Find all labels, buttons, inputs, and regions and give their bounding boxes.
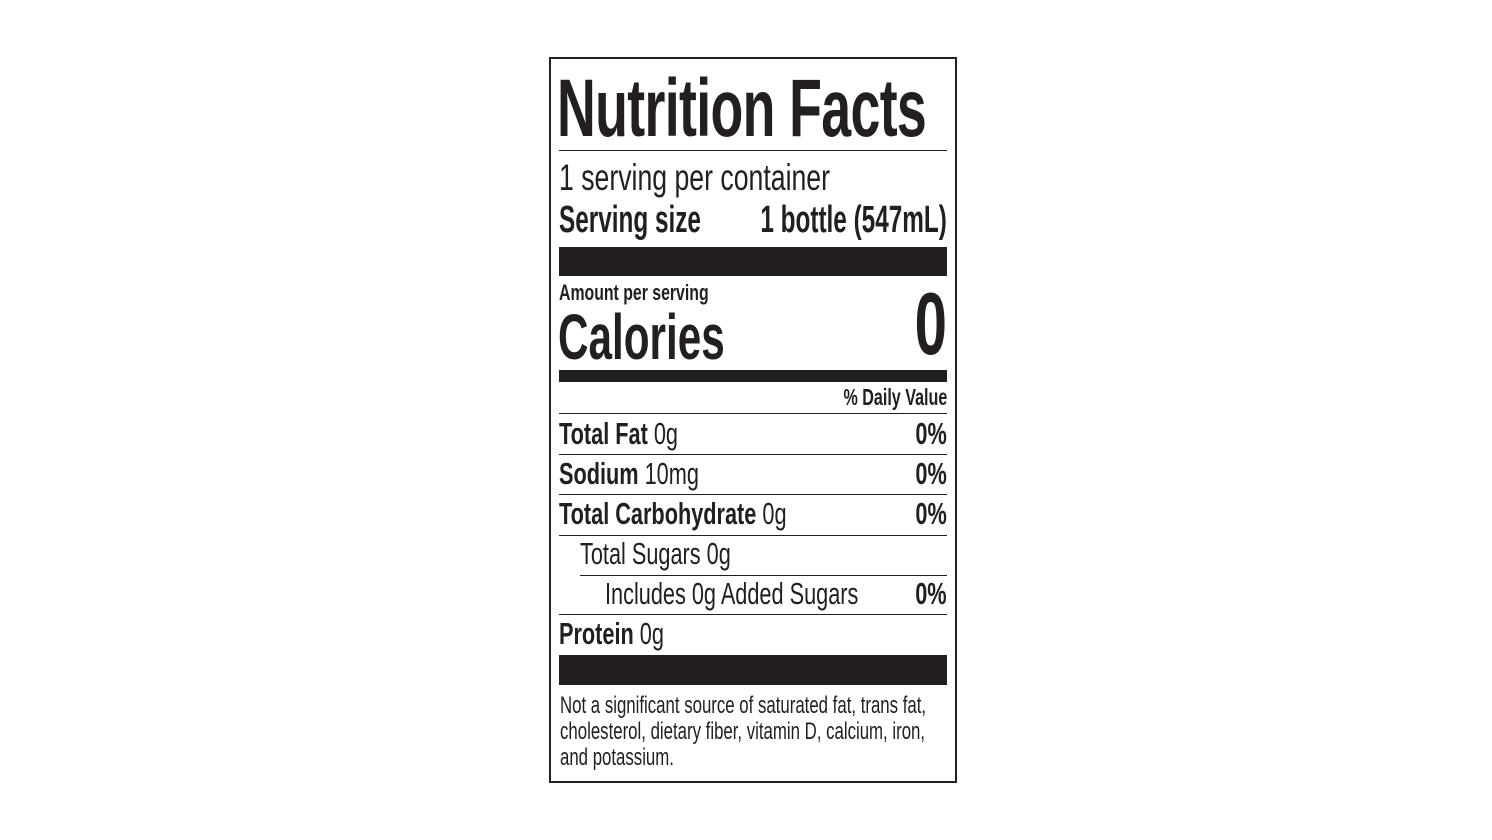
divider — [559, 535, 947, 536]
nutrient-row-sodium: Sodium 10mg 0% — [559, 458, 947, 489]
label-title: Nutrition Facts — [557, 63, 927, 154]
divider — [559, 614, 947, 615]
amount-per-serving: Amount per serving — [559, 280, 709, 305]
nutrient-amount: 0g — [639, 616, 664, 651]
nutrient-row-total-carbohydrate: Total Carbohydrate 0g 0% — [559, 498, 947, 529]
nutrient-name: Total Carbohydrate — [559, 496, 757, 531]
nutrient-name: Includes 0g Added Sugars — [605, 576, 859, 611]
nutrient-label: Total Fat 0g — [559, 418, 678, 449]
nutrient-dv: 0% — [915, 576, 947, 611]
nutrient-row-total-sugars: Total Sugars 0g — [580, 536, 731, 571]
nutrient-row-total-fat: Total Fat 0g 0% — [559, 418, 947, 449]
nutrient-dv: 0% — [915, 416, 947, 451]
nutrient-name: Sodium — [559, 456, 639, 491]
thick-divider — [559, 655, 947, 685]
divider — [559, 454, 947, 455]
nutrient-amount: 0g — [653, 416, 678, 451]
nutrient-label: Sodium 10mg — [559, 458, 699, 489]
medium-divider — [559, 370, 947, 382]
divider — [559, 413, 947, 414]
footnote-line: and potassium. — [560, 744, 674, 771]
calories-value: 0 — [914, 274, 947, 373]
divider — [559, 494, 947, 495]
nutrient-name: Protein — [559, 616, 634, 651]
footnote-line: Not a significant source of saturated fa… — [560, 692, 927, 719]
calories-label: Calories — [558, 301, 725, 373]
divider — [559, 150, 947, 151]
nutrient-label: Protein 0g — [559, 618, 664, 649]
footnote-line: cholesterol, dietary fiber, vitamin D, c… — [560, 718, 926, 745]
nutrient-row-protein: Protein 0g — [559, 618, 947, 649]
thick-divider — [559, 247, 947, 276]
serving-size-label: Serving size — [559, 199, 701, 241]
nutrient-name: Total Fat — [559, 416, 648, 451]
nutrient-amount: 0g — [762, 496, 787, 531]
daily-value-header: % Daily Value — [843, 384, 947, 410]
nutrient-label: Total Carbohydrate 0g — [559, 498, 787, 529]
divider — [580, 575, 947, 576]
nutrient-dv: 0% — [915, 496, 947, 531]
serving-size-row: Serving size 1 bottle (547mL) — [559, 201, 947, 239]
nutrient-row-added-sugars: Includes 0g Added Sugars 0% — [605, 578, 947, 609]
nutrient-amount: 10mg — [644, 456, 699, 491]
nutrient-dv: 0% — [915, 456, 947, 491]
servings-per-container: 1 serving per container — [559, 157, 831, 198]
serving-size-value: 1 bottle (547mL) — [760, 199, 947, 241]
nutrition-facts-label — [549, 57, 957, 783]
